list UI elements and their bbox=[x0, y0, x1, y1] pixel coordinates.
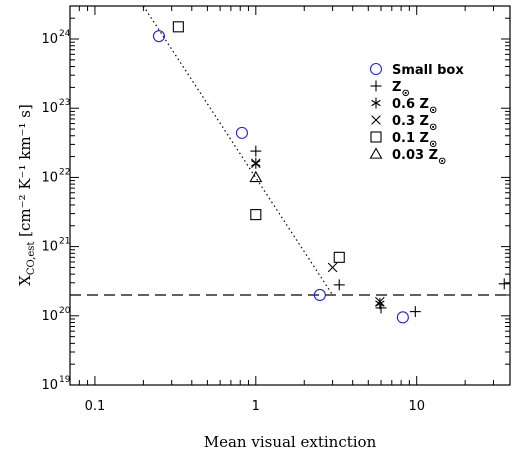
y-tick-label: 10 bbox=[41, 32, 58, 47]
legend-label: 0.03 Z⊙ bbox=[392, 148, 446, 167]
x-tick-label: 10 bbox=[408, 399, 425, 414]
data-point-plus bbox=[409, 306, 421, 318]
y-tick-exponent: 21 bbox=[59, 237, 70, 247]
marker-shape bbox=[371, 115, 381, 125]
axis-ticks bbox=[69, 5, 510, 386]
data-point-circle bbox=[152, 30, 166, 43]
data-point-plus bbox=[250, 145, 262, 157]
marker-shape bbox=[152, 30, 166, 43]
data-point-plus bbox=[333, 279, 345, 291]
marker-shape bbox=[396, 311, 409, 324]
data-point-cross bbox=[251, 158, 261, 169]
data-point-cross bbox=[327, 262, 338, 273]
x-tick-label: 1 bbox=[252, 399, 260, 414]
reference-line-dotted bbox=[142, 5, 334, 296]
marker-shape bbox=[333, 251, 345, 263]
legend-marker-square bbox=[370, 131, 382, 143]
marker-shape bbox=[369, 62, 383, 76]
y-tick-exponent: 22 bbox=[59, 167, 70, 177]
marker-shape bbox=[369, 147, 383, 159]
y-tick-label: 10 bbox=[41, 309, 58, 324]
x-axis-label: Mean visual extinction bbox=[204, 433, 377, 451]
legend-marker-asterisk bbox=[371, 97, 381, 109]
y-tick-label: 10 bbox=[41, 378, 58, 393]
legend-label: 0.1 Z⊙ bbox=[392, 131, 437, 150]
y-tick-label: 10 bbox=[41, 240, 58, 255]
data-point-square bbox=[333, 251, 345, 263]
reference-lines bbox=[70, 5, 510, 296]
y-tick-exponent: 19 bbox=[59, 375, 71, 385]
y-axis-label: XCO,est [cm⁻² K⁻¹ km⁻¹ s] bbox=[16, 104, 37, 286]
marker-shape bbox=[250, 209, 262, 221]
legend-label: 0.3 Z⊙ bbox=[392, 114, 437, 133]
legend-marker-cross bbox=[371, 115, 381, 125]
y-tick-label: 10 bbox=[41, 170, 58, 185]
legend: Small box Z⊙0.6 Z⊙0.3 Z⊙0.1 Z⊙0.03 Z⊙ bbox=[369, 62, 464, 167]
data-point-triangle bbox=[249, 170, 263, 183]
legend-marker-circle bbox=[369, 62, 383, 76]
plot-frame bbox=[69, 5, 511, 386]
marker-shape bbox=[371, 99, 381, 107]
data-point-square bbox=[172, 21, 184, 33]
data-point-plus bbox=[498, 278, 510, 290]
data-marks bbox=[152, 21, 510, 324]
legend-marker-plus bbox=[370, 80, 382, 92]
marker-shape bbox=[172, 21, 184, 33]
y-tick-label: 10 bbox=[41, 101, 58, 116]
x-tick-label: 0.1 bbox=[85, 399, 106, 414]
data-point-circle bbox=[313, 288, 326, 302]
y-tick-exponent: 20 bbox=[59, 306, 71, 316]
marker-shape bbox=[375, 296, 385, 307]
marker-shape bbox=[327, 262, 338, 273]
marker-shape bbox=[370, 131, 382, 143]
legend-label: Z⊙ bbox=[392, 80, 410, 99]
legend-label: Small box bbox=[392, 63, 464, 78]
y-tick-exponent: 24 bbox=[59, 29, 71, 39]
data-point-circle bbox=[235, 126, 249, 139]
data-point-cross bbox=[375, 296, 385, 307]
data-point-circle bbox=[396, 311, 409, 324]
marker-shape bbox=[235, 126, 249, 139]
marker-shape bbox=[249, 170, 263, 183]
marker-shape bbox=[251, 158, 261, 169]
data-point-square bbox=[250, 209, 262, 221]
legend-label: 0.6 Z⊙ bbox=[392, 97, 437, 116]
legend-marker-triangle bbox=[369, 147, 383, 159]
marker-shape bbox=[313, 288, 326, 302]
y-tick-exponent: 23 bbox=[59, 98, 70, 108]
